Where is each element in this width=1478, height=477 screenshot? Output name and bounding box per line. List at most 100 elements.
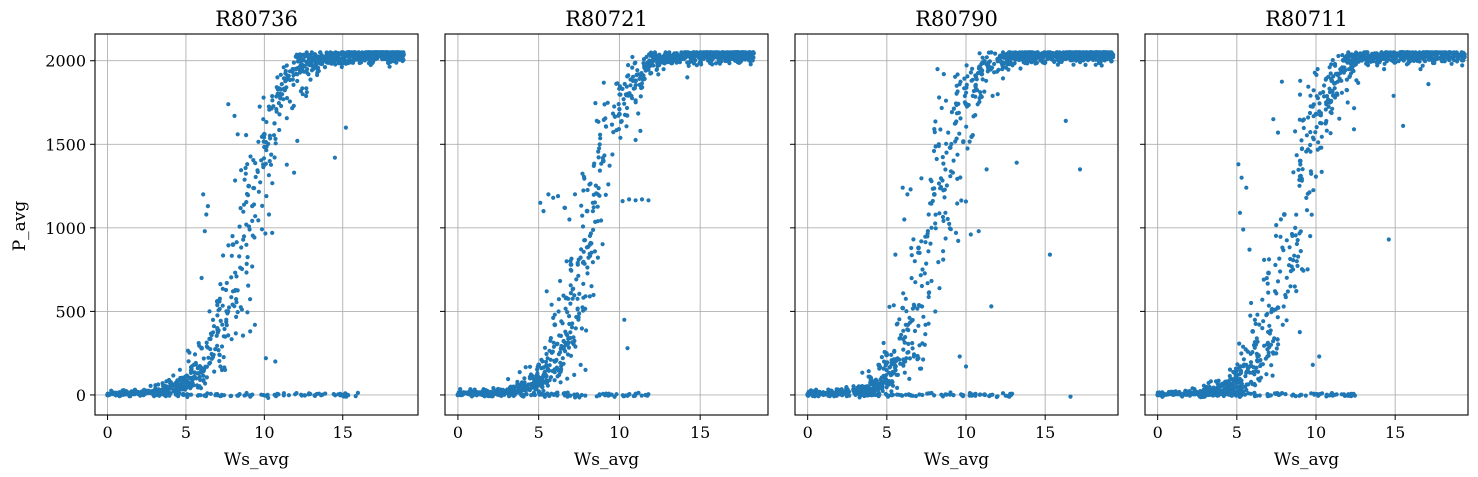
data-point (627, 197, 632, 202)
data-point (978, 90, 983, 95)
data-point (215, 313, 220, 318)
data-point (1324, 100, 1329, 105)
data-point (1364, 61, 1369, 66)
y-axis-label: P_avg (10, 201, 30, 252)
data-point (1099, 53, 1104, 58)
data-point (183, 378, 188, 383)
data-point (250, 233, 255, 238)
data-point (675, 56, 680, 61)
data-point (221, 253, 226, 258)
data-point (1420, 63, 1425, 68)
data-point (980, 60, 985, 65)
data-point (399, 50, 405, 56)
data-point (196, 371, 201, 376)
data-point (710, 56, 715, 61)
data-point (226, 102, 231, 107)
data-point (467, 391, 472, 396)
data-point (933, 119, 938, 124)
data-point (694, 63, 699, 68)
data-point (585, 265, 590, 270)
data-point (1054, 50, 1059, 55)
data-point (937, 286, 942, 291)
data-point (292, 170, 297, 175)
data-point (371, 51, 377, 57)
data-point (234, 240, 239, 245)
data-point (1197, 394, 1202, 399)
data-point (630, 54, 635, 60)
data-point (570, 287, 575, 292)
data-point (948, 169, 954, 174)
data-point (697, 51, 703, 57)
data-point (894, 322, 899, 327)
data-point (185, 348, 190, 353)
data-point (1021, 60, 1026, 65)
data-point (269, 152, 274, 157)
data-point (568, 291, 574, 296)
data-point (1361, 57, 1366, 62)
data-point (237, 254, 242, 259)
data-point (284, 162, 289, 167)
data-point (1353, 59, 1358, 64)
data-point (1304, 208, 1310, 213)
data-point (273, 141, 278, 146)
data-point (907, 315, 912, 320)
data-point (1007, 57, 1013, 62)
data-point (248, 329, 253, 334)
data-point (1257, 322, 1262, 327)
data-point (1382, 67, 1387, 72)
data-point (176, 378, 181, 383)
data-point (199, 345, 205, 351)
data-point (948, 174, 953, 179)
data-point (585, 271, 590, 276)
data-point (1237, 210, 1243, 215)
data-point (1392, 51, 1398, 57)
data-point (1304, 149, 1309, 154)
data-point (1093, 62, 1098, 67)
data-point (936, 181, 942, 186)
data-point (1238, 393, 1243, 398)
data-point (923, 240, 928, 245)
data-point (251, 202, 257, 207)
data-point (1186, 391, 1192, 397)
data-point (894, 392, 900, 397)
data-point (564, 393, 569, 398)
data-point (222, 326, 227, 332)
x-tick-label: 0 (1153, 423, 1163, 442)
data-point (874, 387, 879, 392)
data-point (1160, 391, 1165, 396)
x-tick-label: 10 (254, 423, 274, 442)
data-point (910, 346, 915, 351)
data-point (472, 387, 477, 392)
data-point (214, 392, 219, 397)
data-point (152, 390, 158, 395)
data-point (223, 287, 229, 293)
scatter-points (1155, 50, 1467, 400)
data-point (649, 60, 655, 65)
data-point (942, 195, 947, 200)
data-point (933, 309, 938, 314)
data-point (723, 55, 729, 60)
data-point (1262, 257, 1267, 262)
data-point (1248, 363, 1254, 368)
data-point (536, 390, 541, 395)
data-point (1420, 53, 1426, 59)
data-point (910, 306, 916, 311)
data-point (973, 83, 978, 88)
data-point (218, 318, 223, 323)
data-point (1254, 336, 1259, 341)
data-point (541, 209, 546, 214)
data-point (561, 293, 566, 298)
data-point (1426, 82, 1431, 87)
data-point (230, 234, 235, 239)
data-point (157, 389, 162, 394)
data-point (1430, 52, 1435, 57)
data-point (303, 53, 308, 59)
data-point (1430, 58, 1435, 63)
data-point (610, 111, 616, 116)
data-point (244, 133, 249, 138)
data-point (1203, 393, 1208, 398)
data-point (1244, 382, 1249, 387)
data-point (301, 58, 306, 63)
data-point (261, 117, 266, 122)
data-point (646, 67, 651, 72)
